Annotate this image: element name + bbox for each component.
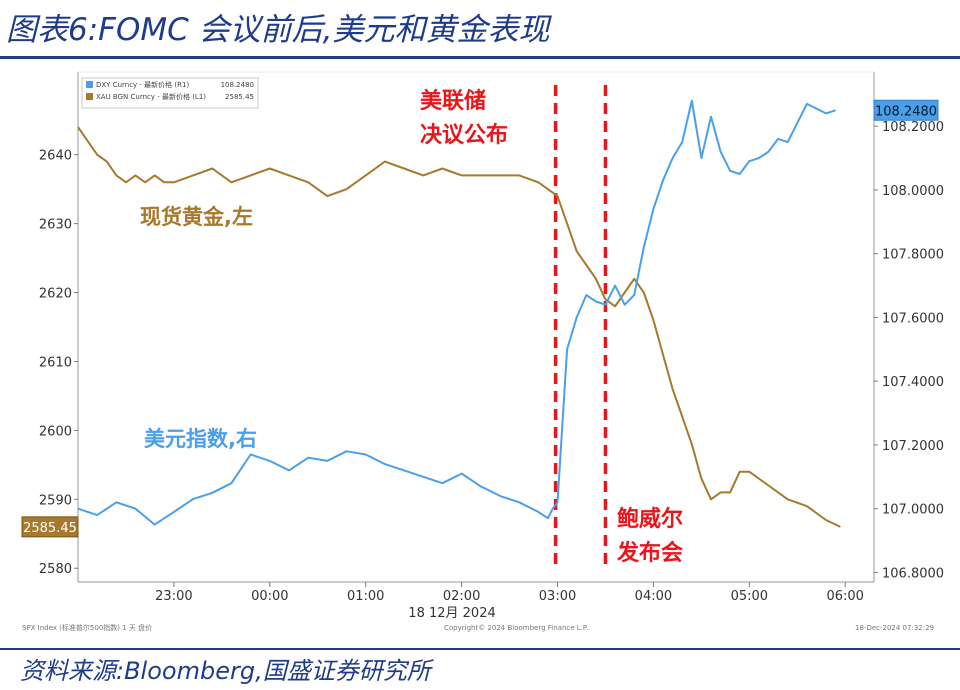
footer-right: 18-Dec-2024 07:32:29 xyxy=(855,624,934,632)
source-note: 资料来源:Bloomberg,国盛证券研究所 xyxy=(20,657,431,685)
right-tick-label: 106.8000 xyxy=(882,566,944,581)
legend-value: 108.2480 xyxy=(221,81,254,89)
right-tick-label: 108.0000 xyxy=(882,184,944,199)
left-tick-label: 2620 xyxy=(39,287,72,302)
legend-value: 2585.45 xyxy=(225,93,254,101)
last-value-badges: 2585.45 108.2480 xyxy=(21,99,939,538)
legend-swatch xyxy=(86,81,93,88)
right-tick-label: 107.0000 xyxy=(882,503,944,518)
chart-footer: SPX Index (标准普尔500指数) 1 天 盘价 Copyright© 2… xyxy=(22,623,934,632)
gold-last-value-label: 2585.45 xyxy=(23,521,77,536)
footer-left: SPX Index (标准普尔500指数) 1 天 盘价 xyxy=(22,623,152,632)
gold-last-value-badge xyxy=(21,516,79,538)
figure-title: 图表6:FOMC 会议前后,美元和黄金表现 xyxy=(6,12,550,48)
legend: DXY Curncy - 最新价格 (R1) 108.2480 XAU BGN Cu… xyxy=(81,77,259,109)
x-tick-label: 01:00 xyxy=(347,589,384,604)
event-lines xyxy=(553,85,608,565)
series-layer xyxy=(77,99,841,528)
x-tick-label: 04:00 xyxy=(635,589,672,604)
left-tick-label: 2600 xyxy=(39,424,72,439)
source-rule xyxy=(0,648,960,650)
left-tick-label: 2590 xyxy=(39,493,72,508)
x-tick-label: 23:00 xyxy=(155,589,192,604)
dxy-last-value-label: 108.2480 xyxy=(875,104,937,119)
left-tick-label: 2630 xyxy=(39,218,72,233)
legend-label: XAU BGN Curncy - 最新价格 (L1) xyxy=(96,92,206,101)
right-tick-label: 107.2000 xyxy=(882,439,944,454)
right-tick-label: 107.6000 xyxy=(882,311,944,326)
legend-label: DXY Curncy - 最新价格 (R1) xyxy=(96,80,189,89)
x-axis: 23:00 00:00 01:00 02:00 03:00 04:00 05:00 06:00… xyxy=(78,581,874,621)
annotation-powell: 鲍威尔发布会 xyxy=(616,506,683,566)
right-tick-label: 108.2000 xyxy=(882,120,944,135)
title-rule xyxy=(0,56,960,59)
x-tick-label: 02:00 xyxy=(443,589,480,604)
x-tick-label: 03:00 xyxy=(539,589,576,604)
left-y-axis: 2580 2590 2600 2610 2620 2630 2640 xyxy=(39,72,79,582)
x-axis-label: 18 12月 2024 xyxy=(408,606,495,621)
left-tick-label: 2640 xyxy=(39,149,72,164)
annotation-dxy: 美元指数,右 xyxy=(144,427,257,451)
right-y-axis: 106.8000 107.0000 107.2000 107.4000 107.6000… xyxy=(873,72,944,582)
legend-box xyxy=(81,77,259,109)
plot-area xyxy=(77,71,875,583)
series-line-dxy xyxy=(77,99,836,526)
footer-center: Copyright© 2024 Bloomberg Finance L.P. xyxy=(444,624,588,632)
x-tick-label: 06:00 xyxy=(826,589,863,604)
x-tick-label: 05:00 xyxy=(731,589,768,604)
dxy-last-value-badge xyxy=(873,99,939,121)
legend-swatch xyxy=(86,93,93,100)
series-line-gold xyxy=(77,126,841,528)
left-tick-label: 2580 xyxy=(39,562,72,577)
x-tick-label: 00:00 xyxy=(251,589,288,604)
annotation-fomc: 美联储决议公布 xyxy=(420,88,508,148)
left-tick-label: 2610 xyxy=(39,355,72,370)
right-tick-label: 107.8000 xyxy=(882,248,944,263)
right-tick-label: 107.4000 xyxy=(882,375,944,390)
annotation-gold: 现货黄金,左 xyxy=(140,205,253,229)
